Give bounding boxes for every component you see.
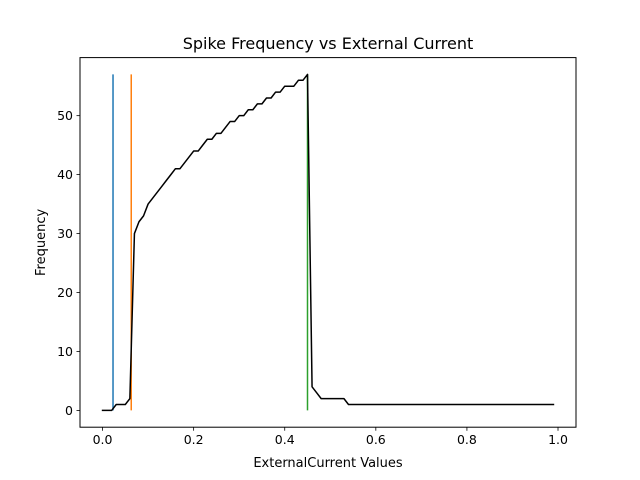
axes-frame	[79, 57, 577, 428]
x-tick-label-3: 0.6	[366, 432, 386, 447]
chart-title: Spike Frequency vs External Current	[183, 34, 474, 53]
y-tick-label-5: 50	[57, 108, 73, 123]
y-tick-label-2: 20	[57, 285, 73, 300]
y-tick-label-0: 0	[65, 403, 73, 418]
x-tick-label-2: 0.4	[275, 432, 295, 447]
x-tick-label-5: 1.0	[548, 432, 568, 447]
x-tick-label-4: 0.8	[457, 432, 477, 447]
x-tick-label-0: 0.0	[93, 432, 113, 447]
x-axis-label: ExternalCurrent Values	[253, 456, 403, 471]
y-tick-label-4: 40	[57, 167, 73, 182]
frequency-series-line-1	[101, 73, 555, 412]
x-tick-label-1: 0.2	[184, 432, 204, 447]
y-tick-label-3: 30	[57, 226, 73, 241]
axis-ticks: 0.0 0.2 0.4 0.6 0.8 1.0 0 10 20 30 40 50	[57, 108, 568, 447]
plot-area	[101, 73, 555, 412]
y-axis-label: Frequency	[34, 209, 49, 276]
y-tick-label-1: 10	[57, 344, 73, 359]
